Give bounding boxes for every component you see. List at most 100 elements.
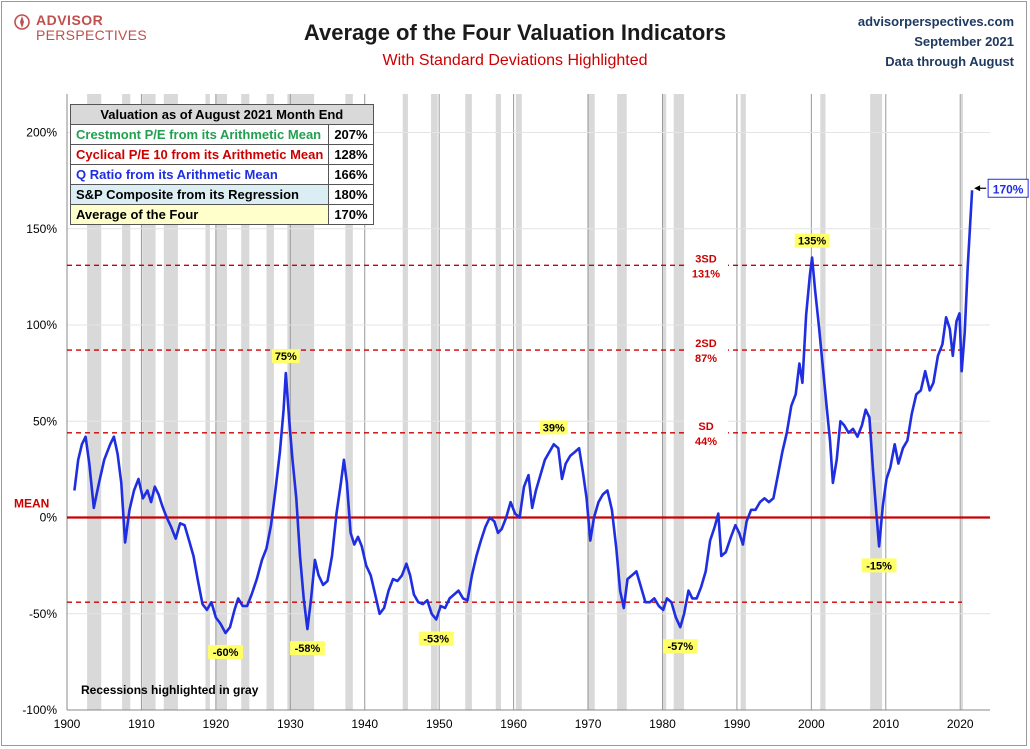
sd-value-label: 131% (692, 268, 720, 280)
recession-band (960, 94, 963, 710)
sd-label-bg (684, 334, 728, 367)
end-label-box (987, 178, 1029, 198)
recession-band (87, 94, 102, 710)
x-tick-label: 1990 (724, 717, 751, 731)
sd-label: 3SD (695, 253, 716, 265)
sd-label: SD (698, 421, 713, 433)
recession-band (430, 94, 438, 710)
advisor-perspectives-logo: ADVISOR PERSPECTIVES (14, 10, 164, 43)
table-row-value: 166% (328, 164, 374, 185)
annotation-bg (794, 233, 830, 248)
series-line (73, 190, 974, 635)
table-row-value: 207% (328, 124, 374, 145)
mean-label: MEAN (14, 497, 49, 511)
annotation-label: -60% (213, 647, 239, 659)
annotation-label: 39% (543, 422, 565, 434)
annotation-bg (290, 641, 325, 656)
source-site: advisorperspectives.com (857, 14, 1014, 29)
recession-band (870, 94, 883, 710)
logo-line2: PERSPECTIVES (36, 27, 147, 43)
annotation-bg (662, 639, 698, 654)
chart-title: Average of the Four Valuation Indicators (303, 20, 727, 45)
table-row-label: Average of the Four (69, 204, 330, 225)
x-tick-label: 1950 (426, 717, 453, 731)
annotation-label: -58% (295, 643, 321, 655)
recession-band (587, 94, 595, 710)
compass-icon (14, 14, 30, 30)
logo-line1: ADVISOR (36, 12, 104, 28)
recession-band (142, 94, 156, 710)
y-tick-label: 100% (26, 318, 57, 332)
y-tick-label: 0% (40, 511, 58, 525)
recession-band (402, 94, 408, 710)
annotation-label: 75% (275, 351, 297, 363)
end-label-arrowhead (974, 185, 981, 192)
x-tick-label: 2000 (798, 717, 825, 731)
recession-band (215, 94, 228, 710)
source-block: advisorperspectives.com September 2021 D… (858, 12, 1014, 72)
sd-label: 2SD (695, 338, 716, 350)
recession-band (617, 94, 627, 710)
y-tick-label: 50% (33, 414, 57, 428)
annotation-bg (208, 645, 243, 659)
x-tick-label: 1980 (649, 717, 676, 731)
table-row: Crestmont P/E from its Arithmetic Mean 2… (69, 124, 374, 145)
table-row-value: 170% (328, 204, 374, 225)
table-row-label: S&P Composite from its Regression (69, 184, 330, 205)
table-row: Q Ratio from its Arithmetic Mean 166% (69, 164, 374, 185)
annotation-label: -53% (423, 634, 449, 646)
x-tick-label: 1930 (277, 717, 304, 731)
annotation-bg (272, 349, 300, 364)
y-tick-label: 150% (26, 222, 57, 236)
table-row-label: Q Ratio from its Arithmetic Mean (69, 164, 330, 185)
table-row: Average of the Four 170% (69, 204, 374, 225)
source-date: September 2021 (914, 34, 1014, 49)
recession-note: Recessions highlighted in gray (81, 683, 259, 697)
recession-band (820, 94, 826, 710)
valuation-table: Valuation as of August 2021 Month End Cr… (69, 104, 374, 225)
sd-value-label: 44% (695, 436, 717, 448)
y-tick-label: 200% (26, 126, 57, 140)
annotation-bg (861, 558, 897, 573)
recession-band (163, 94, 178, 710)
recession-band (495, 94, 501, 710)
recession-band (673, 94, 685, 710)
recession-band (266, 94, 274, 710)
table-row: Cyclical P/E 10 from its Arithmetic Mean… (69, 144, 374, 165)
recession-band (122, 94, 131, 710)
x-tick-label: 2020 (947, 717, 974, 731)
recession-band (465, 94, 472, 710)
sd-label-bg (684, 249, 728, 282)
end-label: 170% (993, 182, 1024, 196)
y-tick-label: -100% (22, 703, 57, 717)
annotation-label: 135% (798, 236, 826, 248)
table-row-label: Cyclical P/E 10 from its Arithmetic Mean (69, 144, 330, 165)
recession-band (345, 94, 353, 710)
table-row-value: 180% (328, 184, 374, 205)
recession-band (241, 94, 250, 710)
table-row-value: 128% (328, 144, 374, 165)
table-header: Valuation as of August 2021 Month End (70, 104, 374, 125)
y-tick-label: -50% (29, 607, 57, 621)
source-note: Data through August (885, 54, 1014, 69)
x-tick-label: 1910 (128, 717, 155, 731)
annotation-bg (418, 631, 454, 646)
sd-label-bg (684, 416, 728, 449)
x-tick-label: 1960 (500, 717, 527, 731)
recession-band (662, 94, 667, 710)
recession-band (740, 94, 746, 710)
x-tick-label: 1900 (54, 717, 81, 731)
x-tick-label: 1920 (203, 717, 230, 731)
table-row: S&P Composite from its Regression 180% (69, 184, 374, 205)
x-tick-label: 2010 (872, 717, 899, 731)
x-tick-label: 1970 (575, 717, 602, 731)
x-tick-label: 1940 (351, 717, 378, 731)
table-header-row: Valuation as of August 2021 Month End (70, 104, 374, 125)
table-row-label: Crestmont P/E from its Arithmetic Mean (69, 124, 330, 145)
recession-band (205, 94, 210, 710)
annotation-label: -15% (866, 560, 892, 572)
recession-band (515, 94, 522, 710)
sd-value-label: 87% (695, 353, 717, 365)
annotation-label: -57% (668, 641, 694, 653)
